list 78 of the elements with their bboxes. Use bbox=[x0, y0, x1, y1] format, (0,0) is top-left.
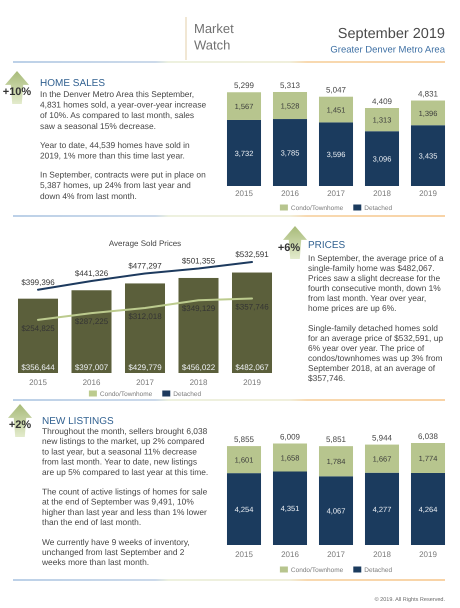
x-tick-label: 2015 bbox=[235, 550, 254, 559]
x-tick-label: 2019 bbox=[419, 550, 438, 559]
bar bbox=[71, 290, 112, 373]
text: Single-family detached homes sold for an average price of $532,591, up 6% year over year. The price of condos/townhomes was up 3% from September 2018, at an average of $357,746. bbox=[308, 323, 444, 383]
bar bbox=[410, 125, 446, 186]
text: The count of active listings of homes for sale at the end of September was 9,491, 10% higher than last year and less than 1% lower than the end of last month. bbox=[42, 486, 208, 528]
data-label: $397,007 bbox=[74, 363, 109, 372]
total-label: 5,299 bbox=[234, 81, 255, 90]
bar bbox=[226, 120, 262, 186]
x-tick-label: 2015 bbox=[235, 189, 254, 198]
bar bbox=[178, 278, 219, 373]
x-tick-label: 2018 bbox=[190, 378, 208, 387]
text: Greater Denver Metro Area bbox=[330, 44, 446, 56]
x-tick-label: 2018 bbox=[373, 550, 392, 559]
x-tick-label: 2016 bbox=[82, 378, 101, 387]
chart-title: Average Sold Prices bbox=[108, 239, 182, 248]
x-tick-label: 2016 bbox=[281, 189, 300, 198]
total-label: 4,831 bbox=[418, 90, 439, 99]
data-label: $399,396 bbox=[21, 278, 56, 287]
bar bbox=[272, 472, 308, 545]
data-label: $482,067 bbox=[235, 363, 270, 372]
text: Year to date, 44,539 homes have sold in 2019, 1% more than this time last year. bbox=[40, 140, 190, 160]
text: +2% bbox=[8, 419, 32, 431]
x-tick-label: 2017 bbox=[327, 189, 346, 198]
text: We currently have 9 weeks of inventory, unchanged from last September and 2 weeks more than last month. bbox=[41, 536, 190, 568]
text: +10% bbox=[2, 86, 32, 98]
bar bbox=[364, 108, 400, 132]
x-tick-label: 2019 bbox=[419, 189, 438, 198]
data-label: $532,591 bbox=[235, 250, 270, 259]
bar bbox=[318, 476, 354, 545]
bar bbox=[272, 443, 308, 472]
bar bbox=[226, 473, 262, 545]
data-label: $456,022 bbox=[182, 363, 216, 372]
text: Market Watch bbox=[194, 21, 234, 52]
x-tick-label: 2016 bbox=[281, 550, 300, 559]
bar bbox=[410, 472, 446, 545]
bar bbox=[232, 272, 272, 373]
bar bbox=[364, 472, 400, 545]
text: In the Denver Metro Area this September, 4,831 homes sold, a year-over-year increase of 10%. As compared to last month, sales saw a seasonal 15% decrease. bbox=[40, 89, 207, 131]
bar bbox=[318, 96, 354, 122]
data-label: $356,644 bbox=[21, 363, 56, 372]
x-tick-label: 2017 bbox=[327, 550, 346, 559]
bar bbox=[272, 119, 308, 186]
total-label: 5,855 bbox=[234, 435, 255, 444]
text: In September, contracts were put in place on 5,387 homes, up 24% from last year and down 4% from last month. bbox=[40, 170, 206, 201]
bar bbox=[124, 283, 166, 373]
data-label: $477,297 bbox=[128, 262, 162, 271]
bar bbox=[410, 100, 446, 126]
bar bbox=[226, 92, 262, 120]
data-label: $429,779 bbox=[128, 363, 162, 372]
bar bbox=[18, 298, 58, 373]
bar bbox=[272, 92, 308, 120]
text: Throughout the month, sellers brought 6,038 new listings to the market, up 2% compared to last year, but a seasonal 11% decrease from last month. Year to date, new listings are up 5% compared to last year at this time. bbox=[42, 426, 208, 477]
x-tick-label: 2017 bbox=[136, 378, 154, 387]
bar bbox=[318, 122, 354, 186]
text: PRICES bbox=[308, 240, 346, 251]
bar bbox=[226, 446, 262, 474]
total-label: 5,944 bbox=[372, 434, 393, 443]
bar bbox=[364, 444, 400, 473]
total-label: 4,409 bbox=[372, 96, 393, 106]
x-tick-label: 2019 bbox=[243, 378, 262, 387]
text: September 2019 bbox=[338, 26, 445, 42]
x-tick-label: 2015 bbox=[29, 378, 48, 387]
x-tick-label: 2018 bbox=[373, 189, 392, 198]
bar bbox=[318, 446, 354, 476]
total-label: 5,851 bbox=[326, 435, 347, 444]
text: +6% bbox=[278, 242, 300, 254]
data-label: $441,326 bbox=[74, 269, 109, 278]
bar bbox=[410, 443, 446, 473]
bar bbox=[364, 131, 400, 186]
data-label: $501,355 bbox=[182, 256, 216, 266]
total-label: 5,313 bbox=[280, 81, 301, 90]
total-label: 5,047 bbox=[326, 86, 347, 95]
total-label: 6,038 bbox=[418, 432, 439, 441]
text: In September, the average price of a single-family home was $482,067. Prices saw a slight decrease for the fourth consecutive month, down 1% from last month. Year over year, home prices are up 6%. bbox=[308, 253, 444, 313]
text: NEW LISTINGS bbox=[42, 416, 114, 427]
text: HOME SALES bbox=[40, 78, 106, 89]
total-label: 6,009 bbox=[280, 432, 301, 442]
